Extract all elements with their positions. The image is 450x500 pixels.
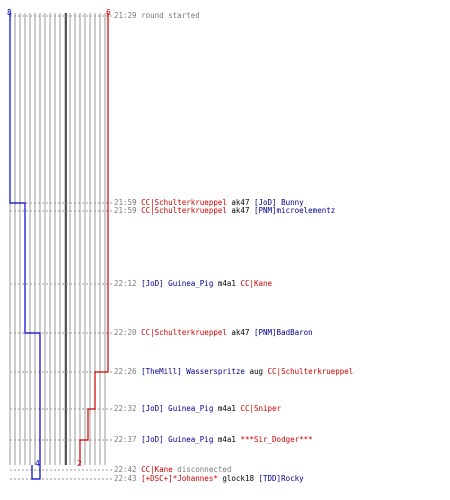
red-start-count: 6 — [106, 8, 111, 17]
player-name: CC|Schulterkrueppel — [141, 206, 232, 215]
event-row: 22:43 [+DSC+]*Johannes* glock18 [TDD]Roc… — [114, 474, 304, 484]
player-name: ***Sir_Dodger*** — [240, 435, 313, 444]
event-row: 22:26 [TheMill] Wasserspritze aug CC|Sch… — [114, 367, 353, 377]
player-name: [JoD] Bunny — [253, 198, 304, 207]
event-time: 22:32 — [114, 404, 142, 413]
weapon-name: m4a1 — [217, 435, 241, 444]
player-name: [JoD] Guinea_Pig — [141, 279, 218, 288]
player-name: CC|Schulterkrueppel — [267, 367, 354, 376]
event-time: 22:26 — [114, 367, 142, 376]
blue-start-count: 8 — [7, 8, 12, 17]
player-name: CC|Sniper — [240, 404, 282, 413]
event-row: 21:59 CC|Schulterkrueppel ak47 [PNM]micr… — [114, 206, 335, 216]
event-time: 21:59 — [114, 206, 142, 215]
red-team-trace — [79, 13, 109, 465]
team-traces — [9, 13, 109, 480]
weapon-name: glock18 — [222, 474, 259, 483]
event-time: 21:29 — [114, 11, 142, 20]
event-time: 22:37 — [114, 435, 142, 444]
event-time: 22:20 — [114, 328, 142, 337]
event-row: 22:42 CC|Kane disconnected — [114, 465, 231, 475]
player-name: CC|Schulterkrueppel — [141, 198, 232, 207]
weapon-name: m4a1 — [217, 279, 241, 288]
event-row: 22:32 [JoD] Guinea_Pig m4a1 CC|Sniper — [114, 404, 281, 414]
weapon-name: ak47 — [231, 328, 254, 337]
event-row: 22:20 CC|Schulterkrueppel ak47 [PNM]BadB… — [114, 328, 313, 338]
player-name: [JoD] Guinea_Pig — [141, 404, 218, 413]
blue-team-trace — [9, 13, 41, 480]
blue-end-count: 4 — [35, 459, 40, 468]
event-time: 22:43 — [114, 474, 142, 483]
player-name: [PNM]microelementz — [253, 206, 336, 215]
player-name: [JoD] Guinea_Pig — [141, 435, 218, 444]
event-row: 21:59 CC|Schulterkrueppel ak47 [JoD] Bun… — [114, 198, 304, 208]
player-name: [TDD]Rocky — [258, 474, 304, 483]
player-name: CC|Kane — [240, 279, 273, 288]
event-time: 22:42 — [114, 465, 142, 474]
red-end-count: 2 — [77, 459, 82, 468]
weapon-name: ak47 — [231, 198, 254, 207]
player-name: [PNM]BadBaron — [253, 328, 313, 337]
weapon-name: m4a1 — [217, 404, 241, 413]
player-name: CC|Schulterkrueppel — [141, 328, 232, 337]
player-lane-grid — [9, 13, 106, 465]
event-time: 22:12 — [114, 279, 142, 288]
player-name: [TheMill] Wasserspritze — [141, 367, 250, 376]
player-name: CC|Kane — [141, 465, 178, 474]
weapon-name: ak47 — [231, 206, 254, 215]
event-message: disconnected — [177, 465, 232, 474]
weapon-name: aug — [249, 367, 268, 376]
event-row: 22:37 [JoD] Guinea_Pig m4a1 ***Sir_Dodge… — [114, 435, 313, 445]
event-row: 22:12 [JoD] Guinea_Pig m4a1 CC|Kane — [114, 279, 272, 289]
event-time: 21:59 — [114, 198, 142, 207]
event-message: round started — [141, 11, 200, 20]
player-name: [+DSC+]*Johannes* — [141, 474, 223, 483]
event-row: 21:29 round started — [114, 11, 200, 21]
